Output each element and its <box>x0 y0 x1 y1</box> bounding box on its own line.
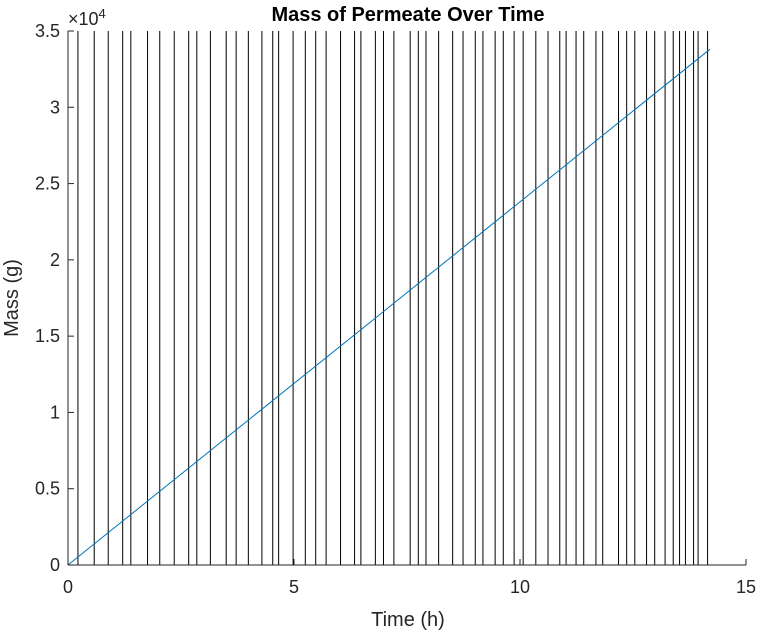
chart-title: Mass of Permeate Over Time <box>271 4 544 26</box>
y-tick-label-6: 3 <box>50 97 60 117</box>
x-tick-label-1: 5 <box>289 577 299 597</box>
y-tick-label-3: 1.5 <box>35 326 60 346</box>
x-tick-label-3: 15 <box>736 577 756 597</box>
series-line-0 <box>67 48 711 566</box>
y-axis-exponent: ×104 <box>68 6 106 29</box>
y-tick-label-0: 0 <box>50 555 60 575</box>
x-tick-label-2: 10 <box>510 577 530 597</box>
y-tick-label-4: 2 <box>50 250 60 270</box>
x-axis-label: Time (h) <box>371 609 445 631</box>
series-group <box>67 48 711 566</box>
y-tick-label-7: 3.5 <box>35 21 60 41</box>
y-ticks: 0 0.5 1 1.5 2 2.5 3 3.5 <box>35 21 74 575</box>
y-axis-label: Mass (g) <box>1 259 23 337</box>
y-tick-label-2: 1 <box>50 402 60 422</box>
svg-text:×104: ×104 <box>68 6 106 29</box>
axes <box>67 31 746 566</box>
vertical-lines <box>77 31 709 565</box>
y-exponent-base: ×10 <box>68 9 99 29</box>
y-tick-label-5: 2.5 <box>35 174 60 194</box>
x-tick-label-0: 0 <box>63 577 73 597</box>
x-ticks: 0 5 10 15 <box>63 559 756 597</box>
y-exponent-power: 4 <box>99 6 106 21</box>
y-tick-label-1: 0.5 <box>35 479 60 499</box>
